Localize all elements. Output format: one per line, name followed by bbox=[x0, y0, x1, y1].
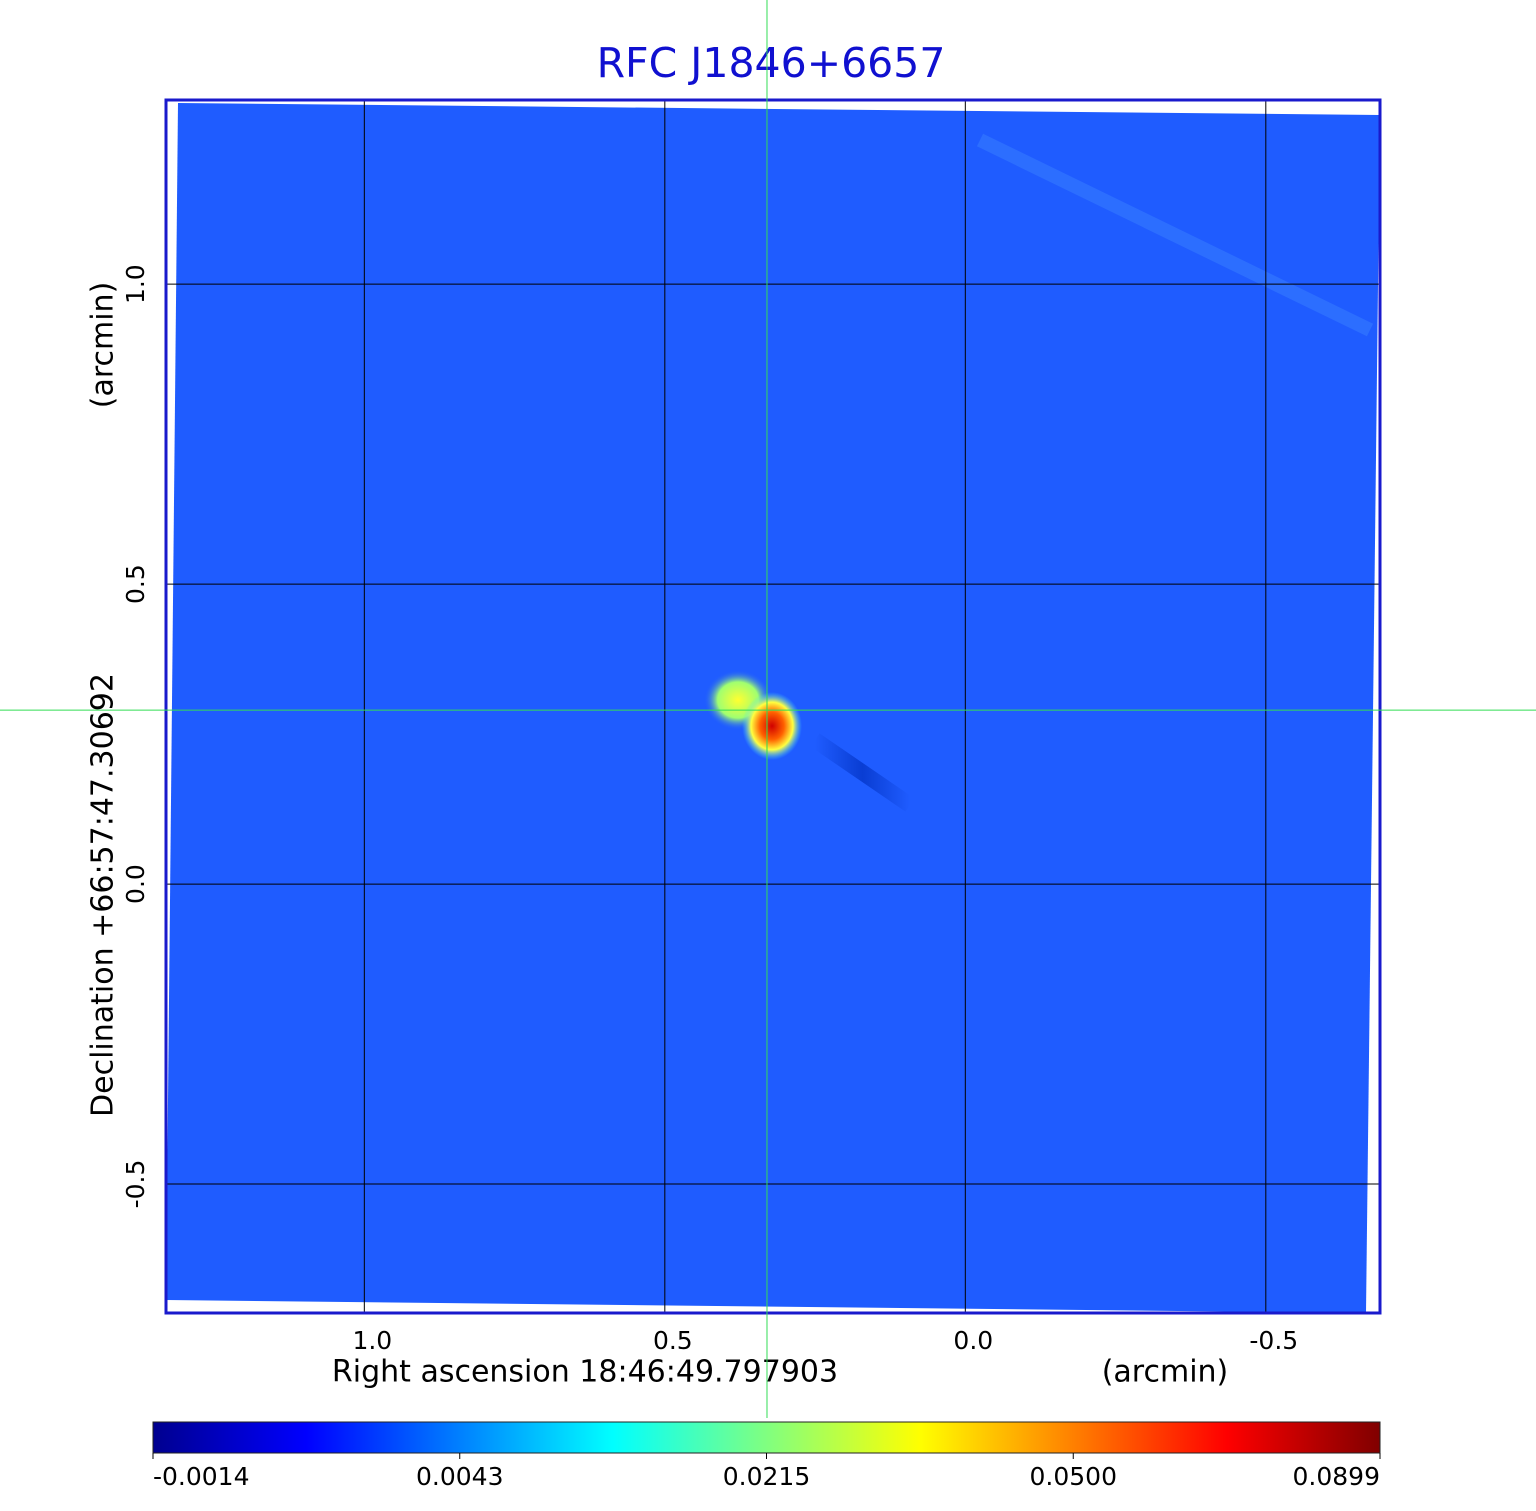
image-artifact bbox=[810, 733, 915, 812]
colorbar-tick-label: -0.0014 bbox=[153, 1462, 250, 1491]
y-tick-label: -0.5 bbox=[121, 1160, 150, 1209]
chart-title: RFC J1846+6657 bbox=[597, 39, 946, 87]
x-axis-label: Right ascension 18:46:49.797903 bbox=[332, 1355, 838, 1390]
colorbar bbox=[152, 1421, 1381, 1454]
y-tick-label: 1.0 bbox=[121, 264, 150, 304]
colorbar-tick-label: 0.0500 bbox=[1030, 1462, 1117, 1491]
y-axis-unit: (arcmin) bbox=[86, 282, 121, 409]
x-tick-label: 1.0 bbox=[352, 1326, 392, 1355]
y-tick-label: 0.5 bbox=[121, 564, 150, 604]
x-axis-unit: (arcmin) bbox=[1102, 1355, 1229, 1390]
x-tick-label: -0.5 bbox=[1249, 1326, 1298, 1355]
x-tick-label: 0.0 bbox=[953, 1326, 993, 1355]
colorbar-tick-label: 0.0215 bbox=[723, 1462, 810, 1491]
source-emission bbox=[742, 692, 802, 760]
plot-frame bbox=[164, 98, 1382, 1315]
y-tick-label: 0.0 bbox=[121, 864, 150, 904]
colorbar-tick-label: 0.0899 bbox=[1293, 1462, 1380, 1491]
x-tick-label: 0.5 bbox=[653, 1326, 693, 1355]
colorbar-tick-label: 0.0043 bbox=[416, 1462, 503, 1491]
image-artifact bbox=[976, 133, 1374, 337]
y-axis-label: Declination +66:57:47.30692 bbox=[86, 673, 121, 1117]
